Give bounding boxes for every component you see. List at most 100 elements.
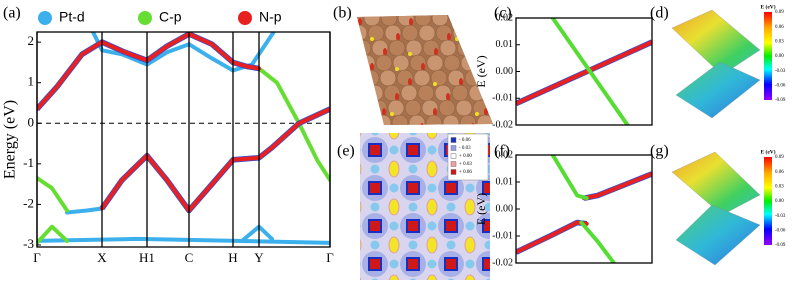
charge-density-map [324,108,513,284]
atom-yellow [513,127,517,131]
atom [388,39,406,57]
pt-atom [370,164,380,174]
pt-atom [389,145,399,155]
atom [456,39,474,57]
colorbar-tick-label: -0.06 [775,228,786,233]
colorbar-tick-label: -0.09 [775,243,786,248]
n-site [482,219,490,233]
pt-atom [427,221,437,231]
pt-atom [504,108,513,117]
colorbar [764,157,772,245]
plot-area [516,155,652,263]
y-tick-label: -3 [23,236,34,251]
y-axis-label: Energy (eV) [2,100,19,179]
atom [374,114,392,125]
plot-frame [515,17,653,126]
pt-atom [360,185,361,191]
pt-atom [484,240,490,250]
legend-swatch [450,145,457,151]
atom-red [484,108,488,116]
atom-red [408,78,412,86]
n-site [444,219,458,233]
c-site [426,160,438,178]
legend-swatch [450,169,457,175]
pt-atom [408,164,418,174]
atom-yellow [433,82,437,86]
y-tick-label: 1 [28,74,35,89]
atom-red [421,63,425,71]
panel-label: (e) [337,143,355,160]
atom-yellow [370,37,374,41]
y-tick-label: -0.02 [492,119,513,130]
atom [379,69,397,87]
pt-atom [427,183,437,193]
x-tick-label: Γ [326,250,334,265]
panel-label: (c) [494,5,512,22]
atom [391,114,409,125]
atom-red [434,48,438,56]
c-site [388,274,400,280]
colorbar-tick-label: 0.03 [775,184,784,189]
atom [401,24,419,42]
legend-label: Pt-d [59,9,85,25]
y-tick-label: 0.02 [496,12,514,23]
atom [404,99,422,117]
atom-red [446,93,450,101]
atom [363,15,381,27]
atom [448,15,466,27]
colorbar-title: E (eV) [760,148,775,155]
c-site [388,236,400,254]
y-tick-label: -0.01 [492,93,513,104]
pt-atom [370,133,380,136]
atom-red [358,18,362,26]
line-edge [37,32,330,214]
atom [357,24,368,42]
plot-area [37,32,330,245]
x-tick-label: X [97,250,107,265]
halo [324,213,350,239]
atom-red [459,78,463,86]
colorbar-tick-label: 0.00 [775,199,784,204]
atom [418,24,436,42]
pt-atom [333,279,342,284]
colorbar [764,12,772,100]
atom [438,99,456,117]
n-site [331,182,343,194]
atom-red [447,33,451,41]
atom [362,69,380,87]
legend-swatch [450,153,457,159]
x-tick-label: Γ [33,250,41,265]
n-site [444,257,458,271]
colorbar-tick-label: 0.00 [775,54,784,59]
y-tick-label: -1 [23,155,34,170]
y-tick-label: 0.00 [496,203,514,214]
atom [439,39,457,57]
atom [380,15,398,27]
pt-atom [409,278,417,280]
y-tick-label: 0.00 [496,66,514,77]
atom [459,114,477,125]
atom [357,39,372,57]
legend-swatch [450,161,457,167]
c-site [503,161,513,177]
pt-atom [427,145,437,155]
colorbar-title: E (eV) [760,3,775,10]
atom-yellow [390,112,394,116]
pt-atom [333,241,342,250]
band-surface-d [671,9,761,119]
atom [476,114,493,125]
pt-atom [333,127,342,136]
atom [465,15,483,27]
pt-atom [447,278,455,280]
legend-label: - 0.03 [459,146,471,151]
colorbar-tick-label: -0.03 [775,69,786,74]
y-tick-label: -0.02 [492,257,513,268]
atom [400,84,418,102]
c-site [388,198,400,216]
pt-atom [465,183,475,193]
atom-red [460,18,464,26]
c-site [360,201,362,213]
legend-marker [238,11,252,25]
plot-frame [36,31,331,248]
atom [511,115,527,131]
